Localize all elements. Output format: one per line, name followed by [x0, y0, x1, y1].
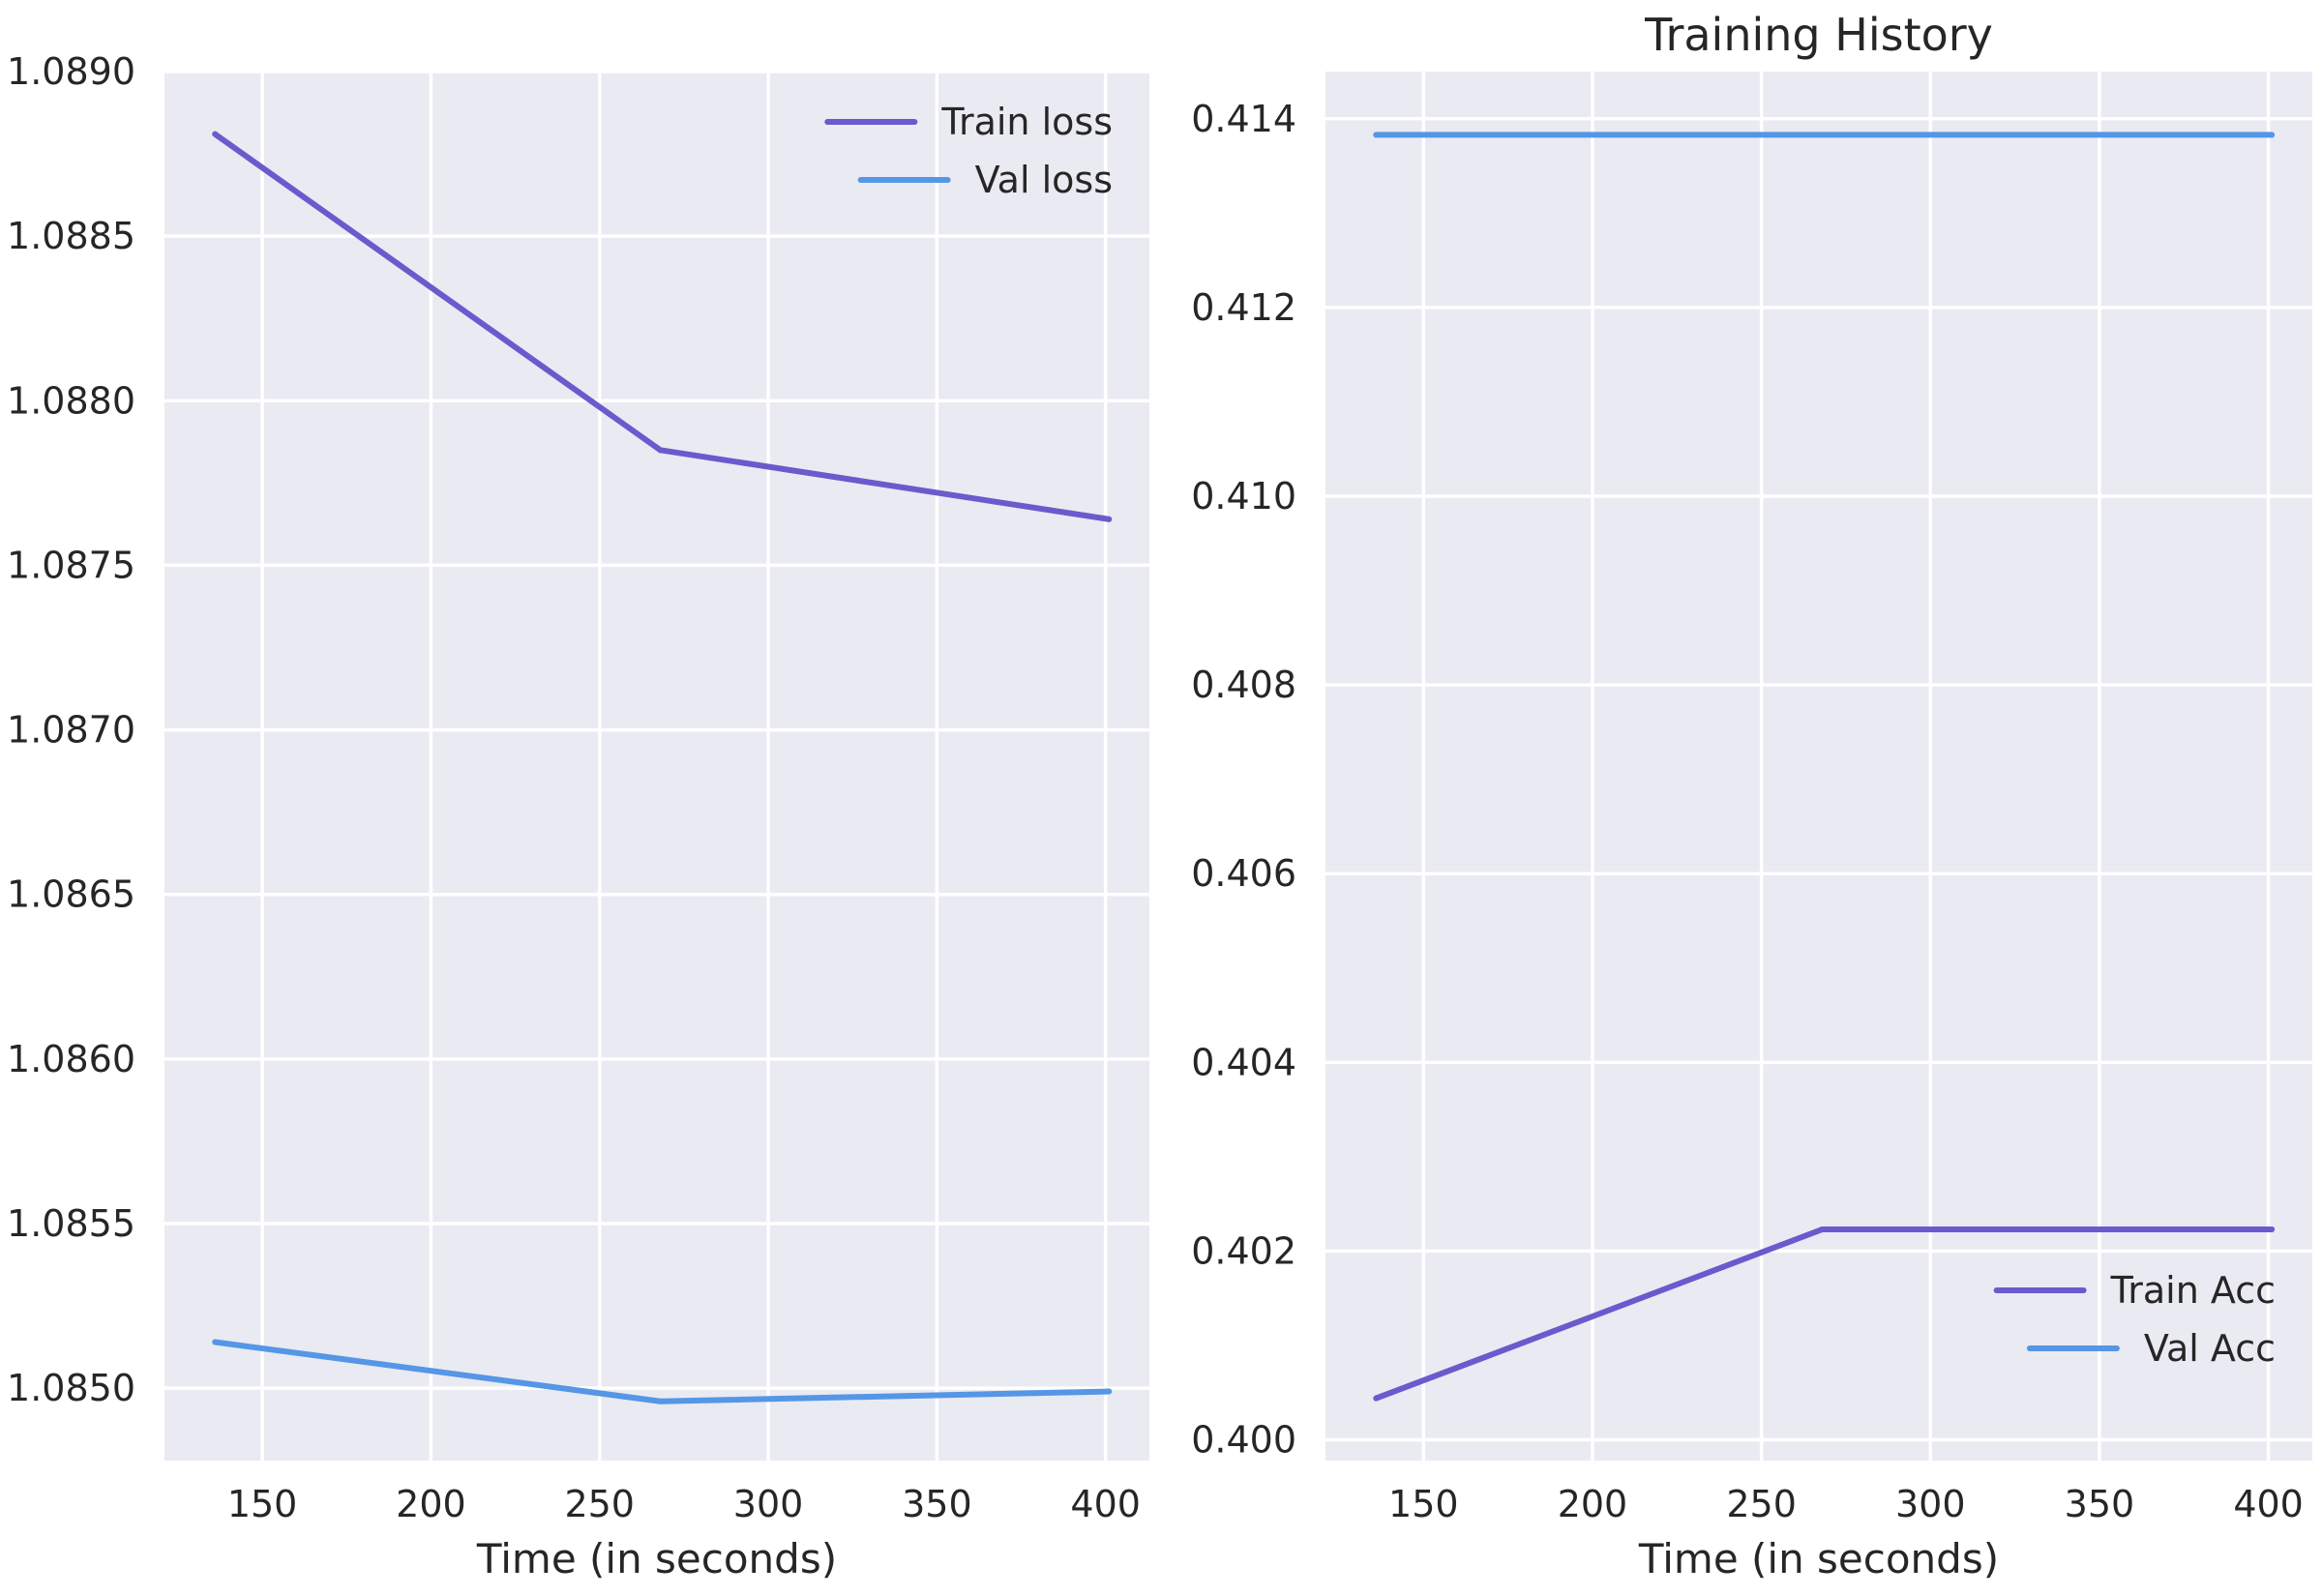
chart2-legend-item: Train Acc	[1993, 1269, 2276, 1312]
chart1-x-axis-label: Time (in seconds)	[476, 1535, 837, 1582]
chart2-legend-item: Val Acc	[2026, 1327, 2276, 1370]
chart2-series-train-acc-point	[1819, 1226, 1826, 1232]
chart1-series-train-loss-point	[212, 131, 219, 137]
chart2-series-train-acc-point	[1373, 1395, 1380, 1402]
chart1-legend-item: Train loss	[824, 101, 1113, 143]
chart1-x-tick-label: 300	[733, 1483, 804, 1525]
chart1-plot-area	[164, 72, 1149, 1461]
chart2-y-tick-label: 0.414	[1191, 98, 1296, 140]
chart2-y-tick-label: 0.410	[1191, 475, 1296, 517]
chart2-series-val-acc-point	[1819, 132, 1826, 138]
chart2-legend-label: Train Acc	[2110, 1269, 2276, 1312]
chart2-x-tick-label: 200	[1558, 1483, 1628, 1525]
chart2-y-tick-label: 0.402	[1191, 1229, 1296, 1272]
chart2-x-tick-label: 400	[2233, 1483, 2304, 1525]
chart1-y-tick-label: 1.0885	[7, 215, 135, 257]
chart1-y-tick-label: 1.0875	[7, 544, 135, 586]
chart1-series-val-loss-point	[212, 1339, 219, 1345]
chart2-x-tick-label: 350	[2065, 1483, 2135, 1525]
chart1-series-val-loss-point	[1106, 1388, 1113, 1395]
chart1-legend-label: Val loss	[975, 159, 1113, 201]
chart2-series-val-acc-point	[1373, 132, 1380, 138]
chart1-x-tick-label: 400	[1070, 1483, 1141, 1525]
chart2-legend-label: Val Acc	[2144, 1327, 2276, 1370]
chart1-legend-label: Train loss	[940, 101, 1113, 143]
chart1-x-tick-label: 250	[564, 1483, 635, 1525]
chart2-y-tick-label: 0.406	[1191, 852, 1296, 895]
chart1-y-tick-label: 1.0870	[7, 709, 135, 752]
chart2-title: Training History	[1644, 9, 1993, 61]
chart1-axes: 150 200 250 300 350 400 1.0850 1.0855 1.0860 1.08…	[7, 50, 1149, 1582]
chart1-y-tick-label: 1.0860	[7, 1038, 135, 1080]
chart2-y-tick-label: 0.400	[1191, 1419, 1296, 1462]
chart1-y-tick-label: 1.0880	[7, 379, 135, 422]
chart1-series-val-loss-point	[657, 1398, 664, 1404]
chart1-x-tick-label: 350	[902, 1483, 972, 1525]
chart1-legend-item: Val loss	[857, 159, 1113, 201]
chart2-x-tick-label: 250	[1726, 1483, 1797, 1525]
chart1-series-train-loss-point	[1106, 516, 1113, 522]
chart2-x-axis-label: Time (in seconds)	[1638, 1535, 1999, 1582]
chart2-series-train-acc-point	[2269, 1226, 2276, 1232]
chart2-legend: Train Acc Val Acc	[1993, 1269, 2276, 1370]
chart2-x-tick-label: 300	[1895, 1483, 1966, 1525]
chart1-x-tick-label: 150	[227, 1483, 298, 1525]
chart1-series-train-loss-point	[657, 447, 664, 454]
chart1-x-tick-label: 200	[396, 1483, 466, 1525]
chart1-y-tick-label: 1.0850	[7, 1367, 135, 1409]
chart2-y-tick-label: 0.404	[1191, 1041, 1296, 1083]
chart2-y-tick-label: 0.408	[1191, 664, 1296, 706]
chart2-series-val-acc-point	[2269, 132, 2276, 138]
chart2-x-tick-label: 150	[1388, 1483, 1459, 1525]
chart2-axes: 150 200 250 300 350 400 0.400 0.402 0.404 0.406 0.…	[1191, 9, 2312, 1582]
chart1-y-tick-label: 1.0865	[7, 873, 135, 916]
chart2-y-tick-label: 0.412	[1191, 286, 1296, 329]
chart1-legend: Train loss Val loss	[824, 101, 1113, 201]
chart1-y-tick-label: 1.0855	[7, 1202, 135, 1245]
chart1-y-tick-label: 1.0890	[7, 50, 135, 93]
